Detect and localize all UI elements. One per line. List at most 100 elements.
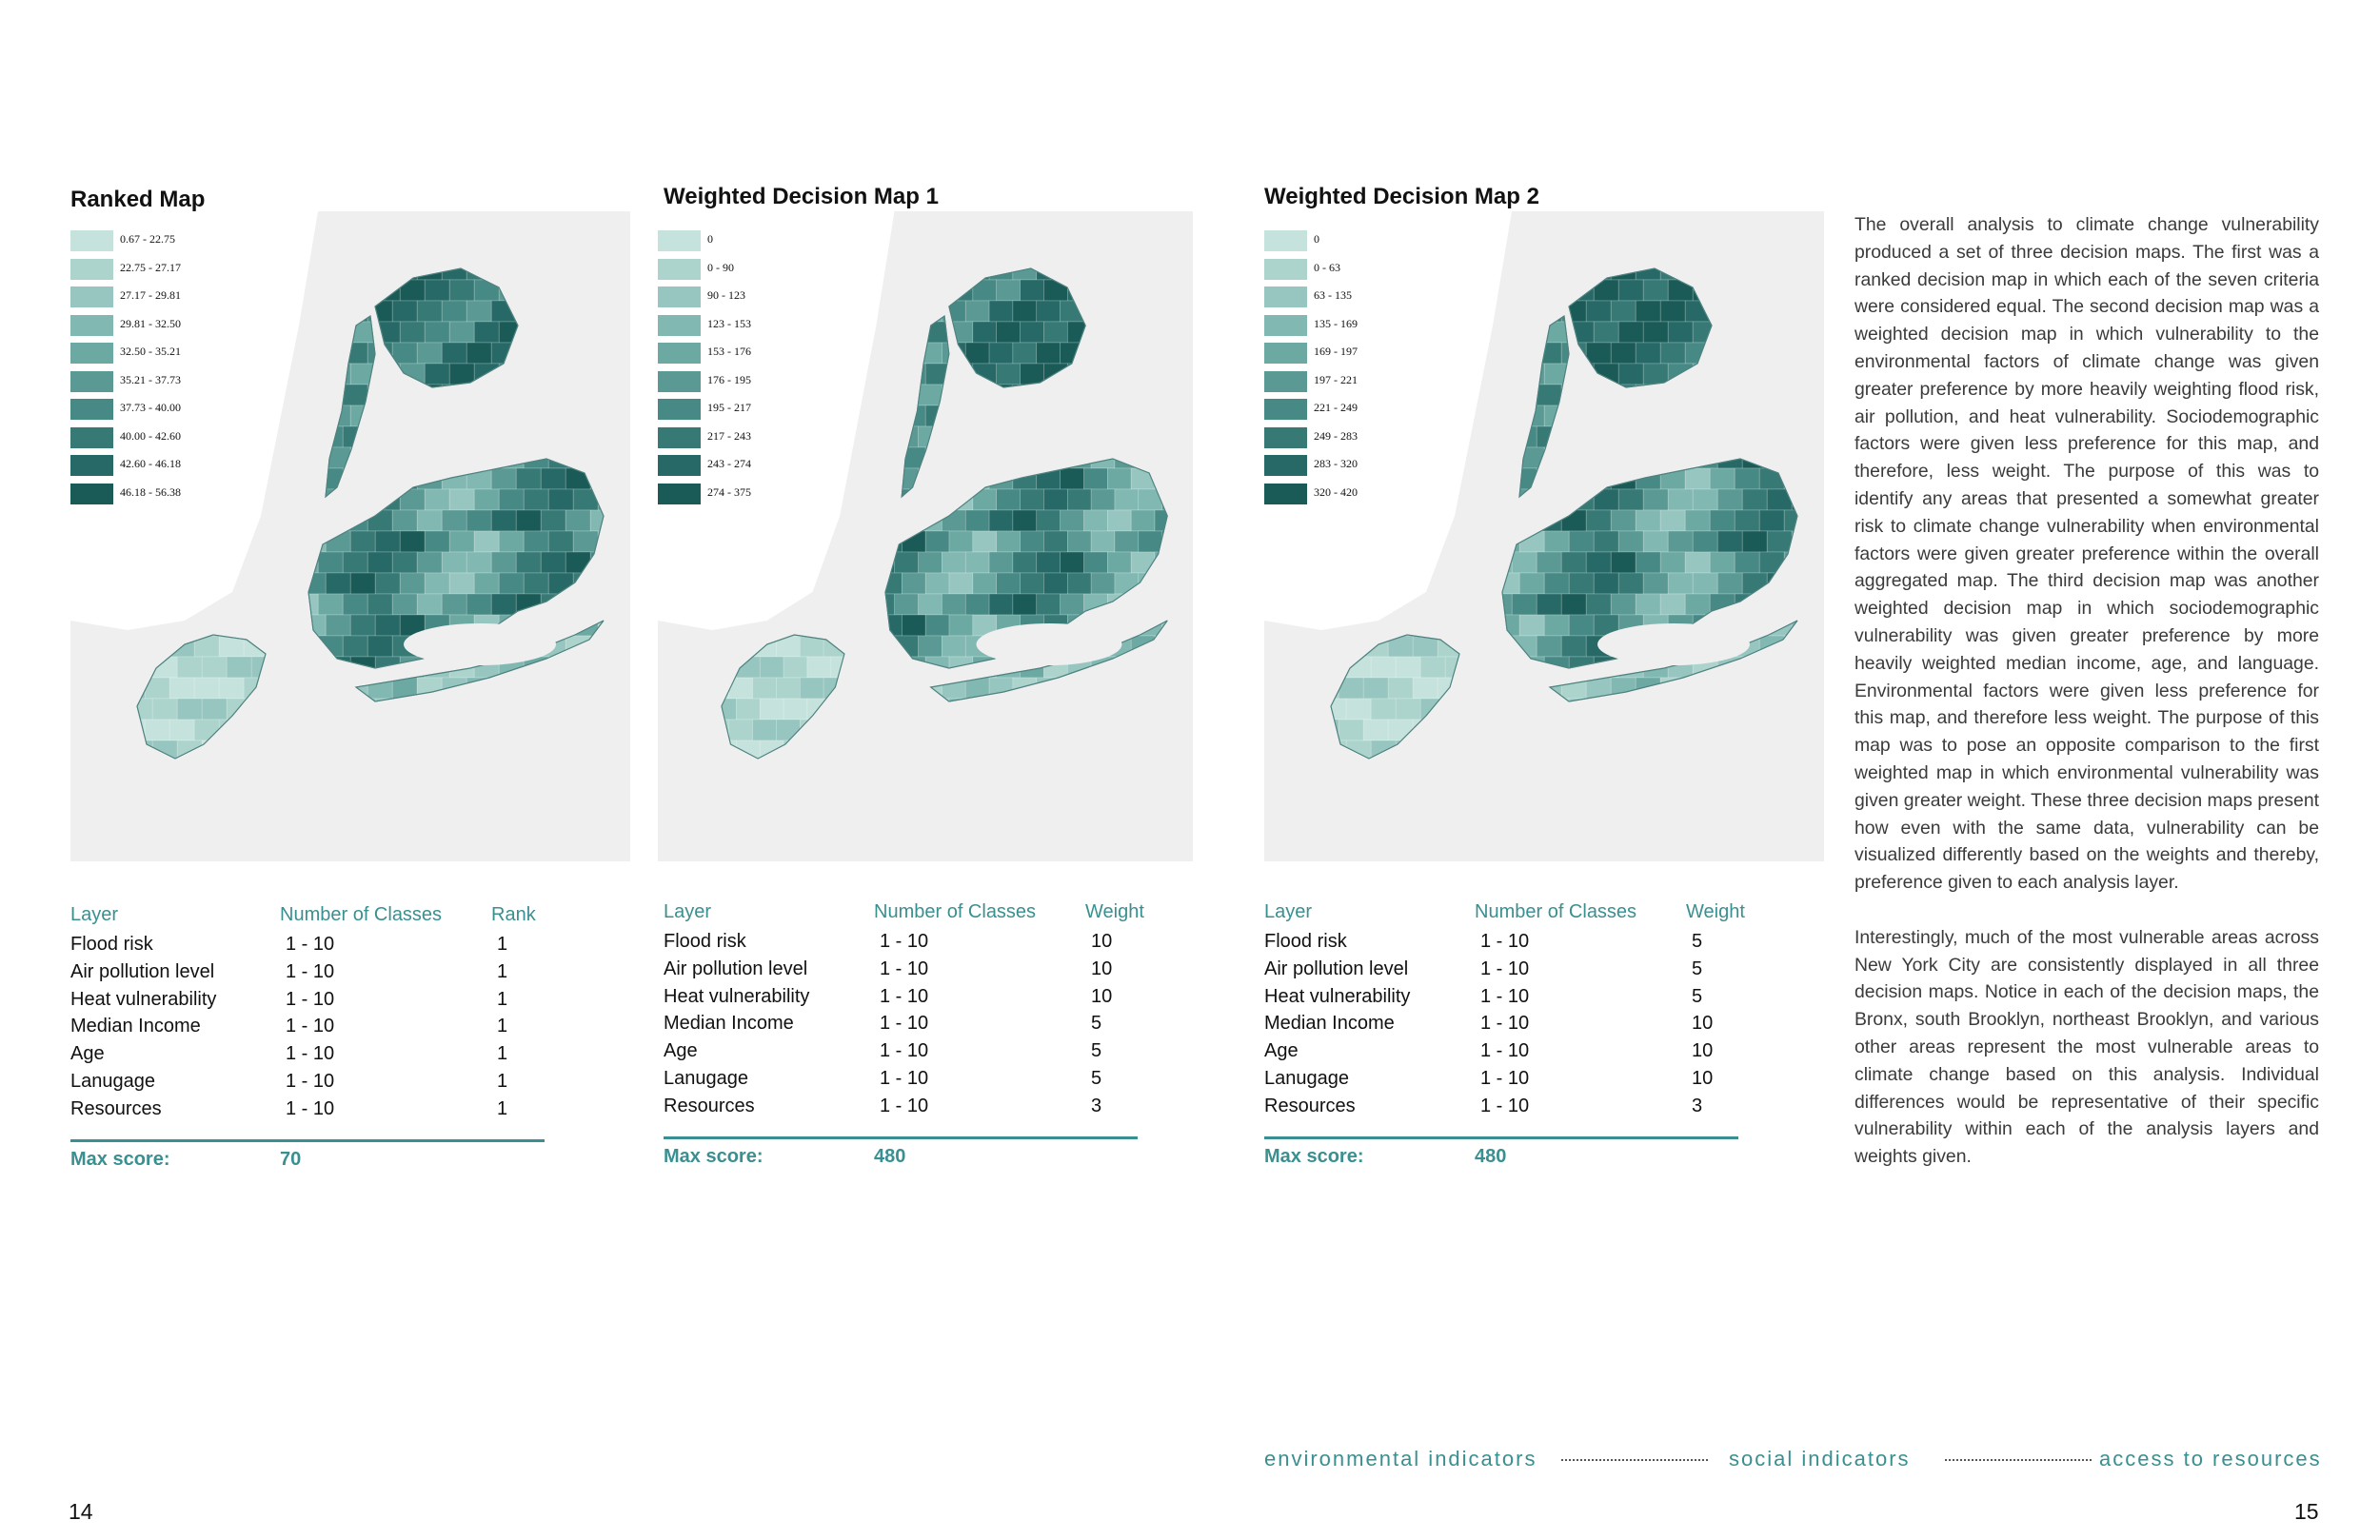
census-tract xyxy=(1021,405,1044,426)
census-tract xyxy=(989,720,1013,740)
census-tract xyxy=(565,678,590,699)
census-tract xyxy=(1036,509,1061,532)
census-tract xyxy=(1036,593,1061,616)
census-tract xyxy=(145,761,169,782)
census-tract xyxy=(589,635,604,658)
census-tract xyxy=(565,594,590,615)
census-tract xyxy=(1083,268,1086,281)
census-tract xyxy=(442,426,466,447)
census-tract xyxy=(871,385,895,405)
census-tract xyxy=(1083,342,1086,365)
census-tract xyxy=(615,678,630,699)
census-tract xyxy=(251,699,276,720)
census-tract xyxy=(823,552,847,573)
census-tract xyxy=(598,322,623,343)
census-tract xyxy=(276,531,301,552)
census-tract xyxy=(573,280,598,301)
census-tract xyxy=(474,699,499,720)
census-tract xyxy=(367,509,393,532)
census-tract xyxy=(598,573,623,594)
census-tract xyxy=(871,426,895,447)
census-tract xyxy=(1162,280,1186,301)
census-tract xyxy=(1139,322,1162,343)
census-tract xyxy=(942,425,949,448)
census-tract xyxy=(1139,280,1162,301)
census-tract xyxy=(1021,447,1044,468)
census-tract xyxy=(541,301,565,322)
census-tract xyxy=(1037,426,1061,447)
census-tract xyxy=(202,615,227,636)
census-tract xyxy=(516,385,541,405)
census-tract xyxy=(753,761,777,782)
census-tract xyxy=(1179,426,1193,447)
census-tract xyxy=(902,740,925,761)
census-tract xyxy=(1021,405,1044,426)
census-tract xyxy=(499,364,524,385)
census-tract xyxy=(573,405,598,426)
census-tract xyxy=(1186,447,1193,468)
census-tract xyxy=(783,740,808,759)
census-tract xyxy=(1130,593,1156,616)
census-tract xyxy=(902,425,919,448)
census-tract xyxy=(1107,385,1131,405)
census-tract xyxy=(1107,720,1131,740)
census-tract xyxy=(268,678,293,699)
census-tract xyxy=(964,300,990,323)
census-tract xyxy=(972,459,998,469)
census-tract xyxy=(473,488,500,511)
census-tract xyxy=(615,301,630,322)
census-tract xyxy=(1179,426,1193,447)
census-tract xyxy=(597,530,604,553)
census-tract xyxy=(301,740,326,761)
census-tract xyxy=(541,426,565,447)
census-tract xyxy=(424,572,450,595)
census-tract xyxy=(1083,761,1107,782)
census-tract xyxy=(1139,447,1162,468)
census-tract xyxy=(623,699,630,720)
census-tract xyxy=(416,300,443,323)
census-tract xyxy=(759,656,784,679)
census-tract xyxy=(895,510,919,531)
legend-label: 46.18 - 56.38 xyxy=(120,484,181,499)
census-tract xyxy=(878,699,902,720)
census-tract xyxy=(831,699,855,720)
census-tract xyxy=(1131,426,1155,447)
census-tract xyxy=(1043,459,1068,469)
census-tract xyxy=(491,259,516,280)
census-tract xyxy=(871,343,895,364)
census-tract xyxy=(367,468,392,489)
census-tract xyxy=(902,699,925,720)
census-tract xyxy=(251,699,276,720)
census-tract xyxy=(1186,615,1193,636)
census-tract xyxy=(1107,301,1131,322)
census-tract xyxy=(1037,385,1061,405)
census-tract xyxy=(895,385,919,405)
census-tract xyxy=(318,761,343,782)
census-tract xyxy=(949,364,973,385)
census-tract xyxy=(1162,280,1186,301)
census-tract xyxy=(392,761,417,782)
census-tract xyxy=(925,699,949,720)
census-tract xyxy=(318,761,343,782)
census-tract xyxy=(276,531,301,552)
census-tract xyxy=(524,280,548,301)
census-tract xyxy=(343,259,367,280)
census-tract xyxy=(902,656,926,668)
census-tract xyxy=(1130,677,1156,700)
census-tract xyxy=(572,656,599,668)
census-tract xyxy=(268,636,293,657)
census-tract xyxy=(350,699,375,720)
census-tract xyxy=(201,740,228,759)
census-tract xyxy=(1179,678,1193,699)
census-tract xyxy=(1013,426,1037,447)
census-tract xyxy=(145,636,169,657)
census-tract xyxy=(615,385,630,405)
census-tract xyxy=(597,656,604,679)
census-tract xyxy=(491,259,516,280)
census-tract xyxy=(948,279,950,302)
census-tract xyxy=(400,699,425,720)
census-tract xyxy=(350,280,375,301)
census-tract xyxy=(878,364,902,385)
census-tract xyxy=(902,740,925,761)
census-tract xyxy=(1186,531,1193,552)
